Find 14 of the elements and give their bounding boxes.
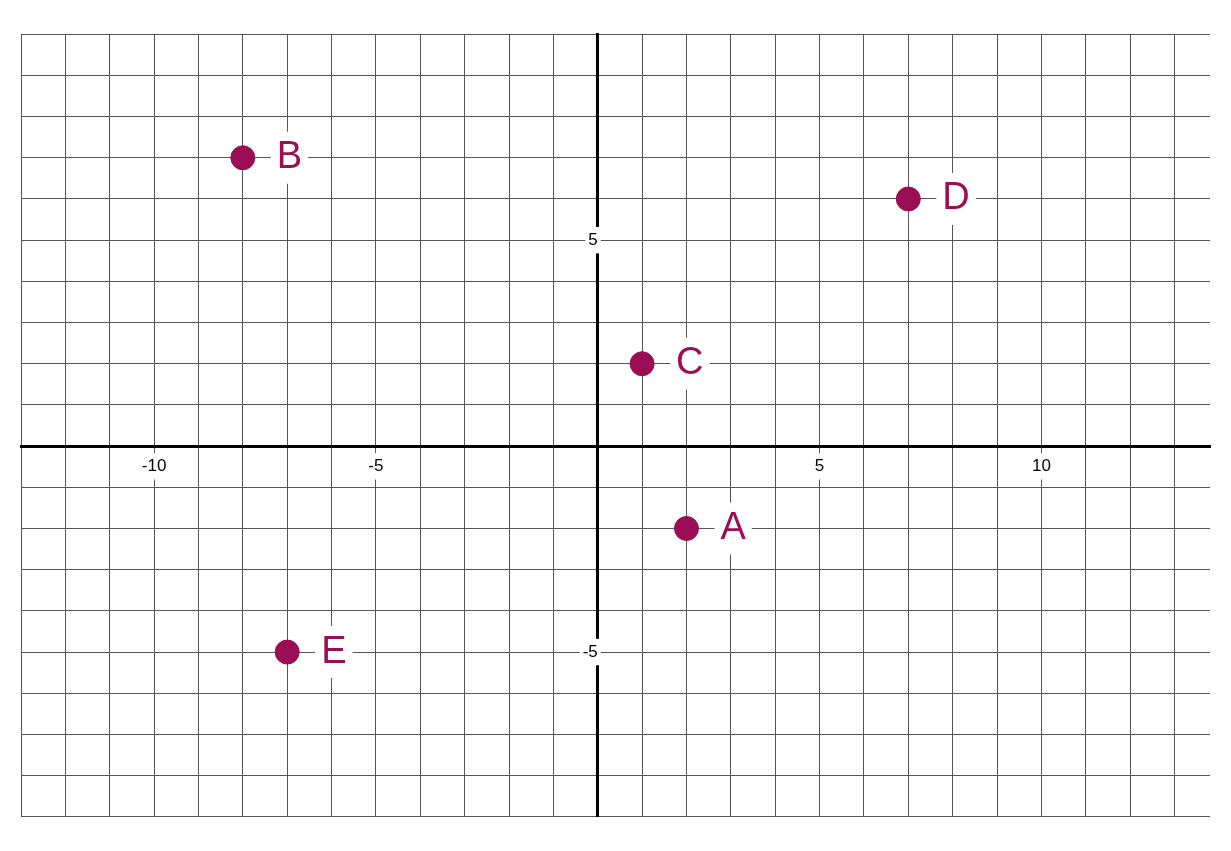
x-tick-label: -5: [368, 455, 384, 475]
point: [673, 515, 699, 541]
x-tick-label: 5: [814, 455, 825, 475]
point: [629, 351, 655, 377]
annotation: E: [321, 628, 347, 671]
point: [895, 186, 921, 212]
x-tick-label: 10: [1031, 455, 1051, 475]
point: [274, 639, 300, 665]
annotation: D: [942, 175, 970, 218]
annotation: C: [676, 340, 704, 383]
point: [230, 145, 256, 171]
annotation: B: [276, 134, 303, 177]
x-tick-label: -10: [141, 455, 167, 475]
annotation: A: [720, 504, 747, 547]
